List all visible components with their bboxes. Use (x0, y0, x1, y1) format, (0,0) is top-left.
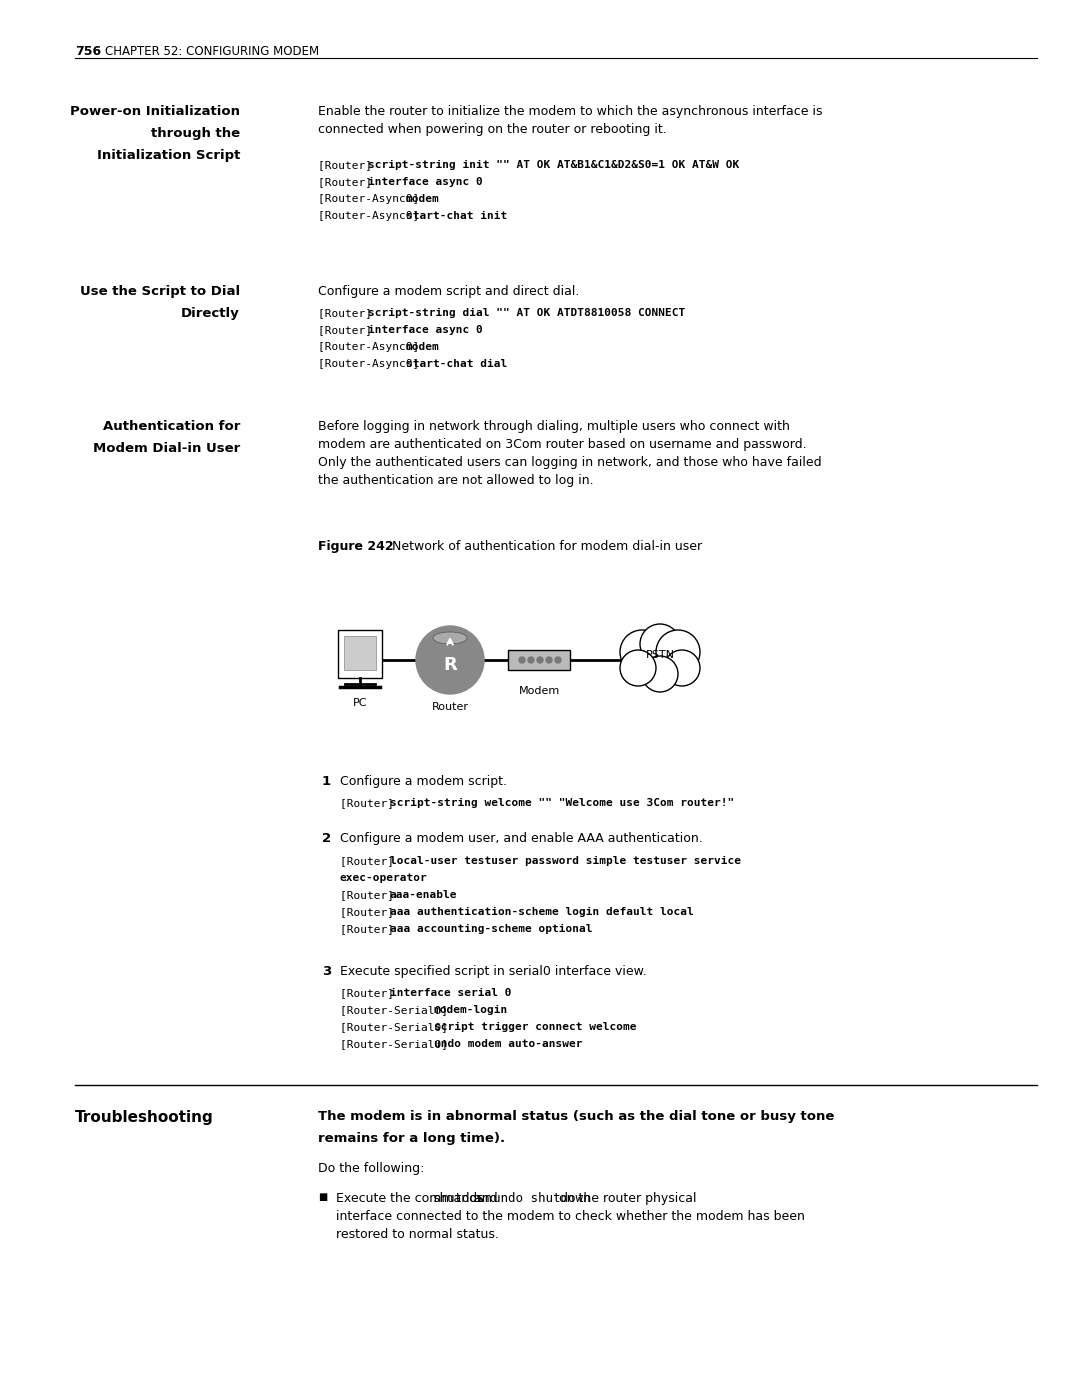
Text: through the: through the (151, 127, 240, 140)
Text: PSTN: PSTN (646, 650, 675, 659)
Text: [Router-Serial0]: [Router-Serial0] (340, 1023, 455, 1032)
Text: [Router]: [Router] (340, 890, 401, 900)
Text: 1: 1 (322, 775, 332, 788)
Text: exec-operator: exec-operator (340, 873, 428, 883)
Text: Modem Dial-in User: Modem Dial-in User (93, 441, 240, 455)
Text: Network of authentication for modem dial-in user: Network of authentication for modem dial… (380, 541, 702, 553)
Text: 756: 756 (75, 45, 102, 59)
Text: script-string welcome "" "Welcome use 3Com router!": script-string welcome "" "Welcome use 3C… (390, 798, 733, 807)
Circle shape (537, 657, 543, 664)
Circle shape (546, 657, 552, 664)
Text: PC: PC (353, 698, 367, 708)
Text: Only the authenticated users can logging in network, and those who have failed: Only the authenticated users can logging… (318, 455, 822, 469)
Text: [Router-Async0]: [Router-Async0] (318, 359, 426, 369)
Text: Router: Router (432, 703, 469, 712)
Text: CHAPTER 52: CONFIGURING MODEM: CHAPTER 52: CONFIGURING MODEM (105, 45, 319, 59)
Text: start-chat dial: start-chat dial (406, 359, 508, 369)
Circle shape (555, 657, 561, 664)
Text: [Router]: [Router] (340, 798, 401, 807)
Text: modem-login: modem-login (433, 1004, 508, 1016)
Text: 3: 3 (322, 965, 332, 978)
Text: [Router-Async0]: [Router-Async0] (318, 342, 426, 352)
Text: script-string dial "" AT OK ATDT8810058 CONNECT: script-string dial "" AT OK ATDT8810058 … (367, 307, 685, 319)
Bar (338, 630, 382, 678)
Text: Directly: Directly (181, 307, 240, 320)
Text: [Router]: [Router] (340, 907, 401, 916)
Text: interface async 0: interface async 0 (367, 177, 483, 187)
Text: Execute specified script in serial0 interface view.: Execute specified script in serial0 inte… (340, 965, 647, 978)
Text: aaa authentication-scheme login default local: aaa authentication-scheme login default … (390, 907, 693, 916)
Circle shape (656, 630, 700, 673)
Text: modem: modem (406, 194, 440, 204)
Text: script trigger connect welcome: script trigger connect welcome (433, 1023, 636, 1032)
Text: [Router-Serial0]: [Router-Serial0] (340, 1004, 455, 1016)
Text: Do the following:: Do the following: (318, 1162, 424, 1175)
Text: Configure a modem user, and enable AAA authentication.: Configure a modem user, and enable AAA a… (340, 833, 703, 845)
Circle shape (620, 630, 664, 673)
Circle shape (664, 650, 700, 686)
Bar (508, 650, 570, 671)
Text: and: and (470, 1192, 502, 1206)
Text: start-chat init: start-chat init (406, 211, 508, 221)
Text: Modem: Modem (519, 686, 561, 696)
Circle shape (416, 626, 484, 694)
Text: ■: ■ (318, 1192, 327, 1201)
Text: 2: 2 (322, 833, 332, 845)
Text: interface connected to the modem to check whether the modem has been: interface connected to the modem to chec… (336, 1210, 805, 1222)
Text: Power-on Initialization: Power-on Initialization (70, 105, 240, 117)
Text: on the router physical: on the router physical (555, 1192, 697, 1206)
Circle shape (642, 657, 678, 692)
Text: Use the Script to Dial: Use the Script to Dial (80, 285, 240, 298)
Text: [Router]: [Router] (318, 307, 379, 319)
Text: interface serial 0: interface serial 0 (390, 988, 511, 997)
Text: modem: modem (406, 342, 440, 352)
Text: local-user testuser password simple testuser service: local-user testuser password simple test… (390, 856, 741, 866)
Text: [Router]: [Router] (340, 856, 401, 866)
Text: Initialization Script: Initialization Script (96, 149, 240, 162)
Text: [Router]: [Router] (318, 326, 379, 335)
Text: aaa-enable: aaa-enable (390, 890, 457, 900)
Text: The modem is in abnormal status (such as the dial tone or busy tone: The modem is in abnormal status (such as… (318, 1111, 835, 1123)
Text: Before logging in network through dialing, multiple users who connect with: Before logging in network through dialin… (318, 420, 789, 433)
Circle shape (640, 624, 680, 664)
Text: [Router]: [Router] (318, 161, 379, 170)
Text: Execute the commands: Execute the commands (336, 1192, 488, 1206)
Text: script-string init "" AT OK AT&B1&C1&D2&S0=1 OK AT&W OK: script-string init "" AT OK AT&B1&C1&D2&… (367, 161, 739, 170)
Ellipse shape (433, 631, 467, 644)
Text: [Router]: [Router] (340, 923, 401, 935)
Text: modem are authenticated on 3Com router based on username and password.: modem are authenticated on 3Com router b… (318, 439, 807, 451)
Text: Authentication for: Authentication for (103, 420, 240, 433)
Text: restored to normal status.: restored to normal status. (336, 1228, 499, 1241)
Text: Troubleshooting: Troubleshooting (75, 1111, 214, 1125)
Text: [Router-Async0]: [Router-Async0] (318, 194, 426, 204)
Text: Configure a modem script and direct dial.: Configure a modem script and direct dial… (318, 285, 579, 298)
Text: Figure 242: Figure 242 (318, 541, 393, 553)
Text: undo shutdown: undo shutdown (494, 1192, 591, 1206)
Circle shape (528, 657, 534, 664)
Text: [Router]: [Router] (318, 177, 379, 187)
Text: R: R (443, 657, 457, 673)
Text: shutdown: shutdown (432, 1192, 492, 1206)
Text: connected when powering on the router or rebooting it.: connected when powering on the router or… (318, 123, 666, 136)
Text: the authentication are not allowed to log in.: the authentication are not allowed to lo… (318, 474, 594, 488)
Text: Enable the router to initialize the modem to which the asynchronous interface is: Enable the router to initialize the mode… (318, 105, 823, 117)
Text: [Router-Async0]: [Router-Async0] (318, 211, 426, 221)
Text: interface async 0: interface async 0 (367, 326, 483, 335)
Bar (345, 636, 376, 671)
Text: undo modem auto-answer: undo modem auto-answer (433, 1039, 582, 1049)
Text: [Router]: [Router] (340, 988, 401, 997)
Text: aaa accounting-scheme optional: aaa accounting-scheme optional (390, 923, 592, 935)
Text: Configure a modem script.: Configure a modem script. (340, 775, 507, 788)
Text: remains for a long time).: remains for a long time). (318, 1132, 505, 1146)
Circle shape (620, 650, 656, 686)
Text: [Router-Serial0]: [Router-Serial0] (340, 1039, 455, 1049)
Circle shape (519, 657, 525, 664)
